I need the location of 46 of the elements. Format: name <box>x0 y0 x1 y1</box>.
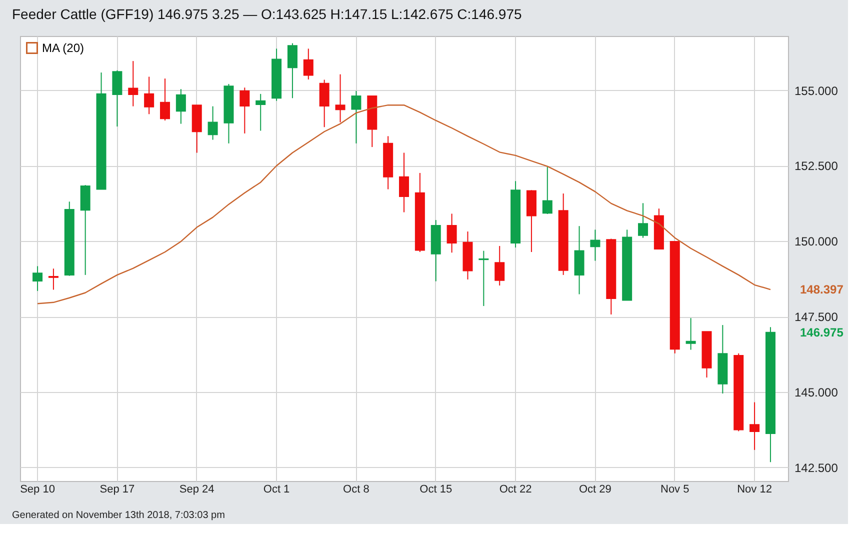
candlestick <box>335 74 346 123</box>
text: 146.975 <box>800 325 844 340</box>
legend-label: MA (20) <box>42 41 84 55</box>
candlestick <box>256 93 266 132</box>
candlestick <box>176 88 186 124</box>
candlestick <box>494 245 505 286</box>
text: 148.397 <box>800 282 844 297</box>
x-tick-label: Nov 5 <box>660 484 690 496</box>
y-tick-label: 150.000 <box>794 234 838 249</box>
x-tick-label: Sep 24 <box>179 484 214 496</box>
candlestick <box>160 78 170 121</box>
x-tick-label: Oct 8 <box>343 484 370 496</box>
text: Generated on November 13th 2018, 7:03:03 pm <box>12 510 225 521</box>
candlestick <box>351 90 362 144</box>
candlestick <box>303 48 314 80</box>
candlestick <box>208 106 218 140</box>
y-tick-label: 152.500 <box>794 159 838 174</box>
candlestick <box>144 76 154 115</box>
candlestick <box>590 229 600 262</box>
candlestick <box>48 268 58 290</box>
candlestick <box>638 202 648 238</box>
candlestick <box>446 213 457 254</box>
x-tick-label: Nov 12 <box>737 484 772 496</box>
candlestick <box>128 60 138 107</box>
x-tick-label: Sep 17 <box>100 484 135 496</box>
candlestick <box>478 250 489 307</box>
y-tick-label: 155.000 <box>794 84 838 98</box>
y-tick-label: 142.500 <box>794 460 838 475</box>
candlestick <box>287 42 298 99</box>
x-tick-label: Oct 1 <box>263 484 290 496</box>
x-tick-label: Oct 29 <box>579 484 612 496</box>
chart-title: Feeder Cattle (GFF19) 146.975 3.25 — O:143.625 H:147.15 L:142.675 C:146.975 <box>12 6 522 22</box>
y-tick-label: 147.500 <box>794 310 838 324</box>
candlestick <box>542 166 552 214</box>
candlestick <box>686 318 696 350</box>
x-tick-label: Sep 10 <box>20 484 55 496</box>
candlestick <box>240 87 250 134</box>
y-tick-label: 145.000 <box>794 386 838 400</box>
candlestick <box>319 79 330 128</box>
candlestick <box>112 70 122 128</box>
candlestick <box>399 152 409 213</box>
line-series <box>36 104 772 304</box>
candlestick <box>750 402 760 450</box>
x-tick-label: Oct 15 <box>420 484 452 496</box>
candlestick <box>32 266 43 292</box>
x-tick-label: Oct 22 <box>499 484 532 496</box>
